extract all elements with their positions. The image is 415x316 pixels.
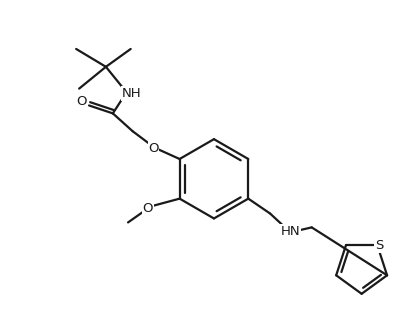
Text: NH: NH xyxy=(122,87,142,100)
Text: HN: HN xyxy=(281,225,301,238)
Text: O: O xyxy=(76,95,86,108)
Text: O: O xyxy=(148,142,159,155)
Text: S: S xyxy=(375,239,383,252)
Text: O: O xyxy=(143,202,153,215)
